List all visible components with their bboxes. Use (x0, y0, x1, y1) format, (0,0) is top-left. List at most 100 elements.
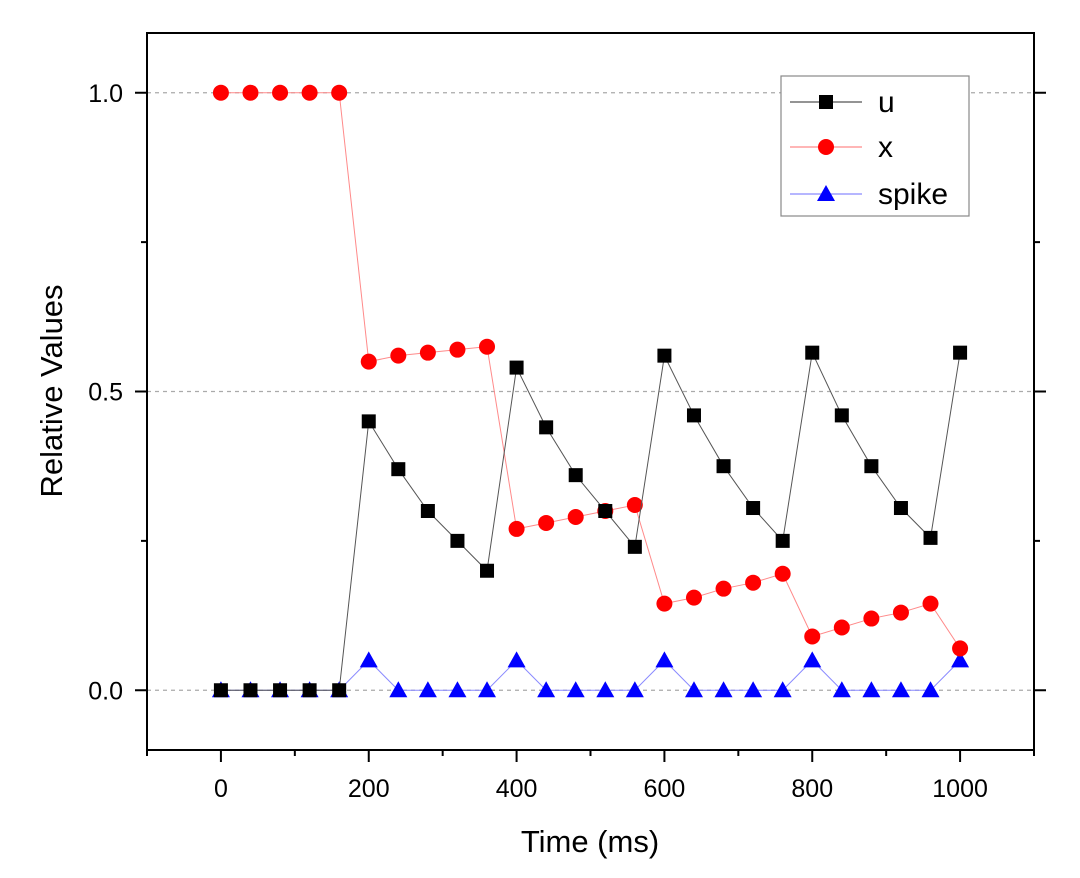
data-point-x (538, 514, 555, 531)
data-point-x (242, 84, 259, 101)
data-point-x (419, 344, 436, 361)
data-point-u (627, 539, 642, 554)
legend-marker-u (819, 95, 833, 109)
data-point-u (509, 360, 524, 375)
x-tick-label: 400 (496, 775, 538, 803)
data-point-spike (418, 681, 437, 698)
y-tick-label: 0.5 (88, 379, 123, 407)
data-point-x (331, 84, 348, 101)
y-tick-label: 0.0 (88, 677, 123, 705)
x-tick-label: 1000 (932, 775, 988, 803)
data-point-x (892, 604, 909, 621)
data-point-spike (921, 681, 940, 698)
data-point-spike (566, 681, 585, 698)
series-line-spike (220, 659, 961, 691)
data-point-u (539, 420, 554, 435)
data-point-u (243, 683, 258, 698)
data-point-u (686, 408, 701, 423)
x-tick-label: 200 (348, 775, 390, 803)
data-point-spike (448, 681, 467, 698)
data-point-x (774, 565, 791, 582)
data-point-x (360, 353, 377, 370)
legend-label-x: x (878, 131, 893, 164)
data-point-u (420, 504, 435, 518)
data-point-u (775, 533, 790, 548)
legend-marker-x (818, 139, 834, 155)
data-point-spike (389, 681, 408, 698)
data-point-spike (478, 681, 497, 698)
data-point-u (568, 468, 583, 483)
data-point-x (212, 84, 229, 101)
data-point-u (657, 348, 672, 363)
data-point-u (598, 504, 613, 518)
data-point-spike (655, 651, 674, 668)
data-point-spike (625, 681, 644, 698)
data-point-spike (803, 651, 822, 668)
x-tick-label: 600 (644, 775, 686, 803)
data-point-u (273, 683, 288, 698)
legend-label-u: u (878, 86, 895, 119)
data-point-spike (507, 651, 526, 668)
data-point-x (804, 628, 821, 645)
data-point-spike (773, 681, 792, 698)
data-point-spike (951, 651, 970, 668)
series-layer (211, 84, 970, 698)
data-point-x (863, 610, 880, 627)
data-point-spike (714, 681, 733, 698)
data-point-u (480, 563, 495, 578)
data-point-x (922, 595, 939, 612)
legend: ux spike (780, 75, 970, 217)
data-point-u (450, 533, 465, 548)
data-point-u (923, 530, 938, 545)
data-point-x (745, 574, 762, 591)
data-point-u (864, 459, 879, 474)
data-point-spike (744, 681, 763, 698)
data-point-x (390, 347, 407, 364)
legend-entry-u: u (790, 86, 895, 119)
data-point-spike (891, 681, 910, 698)
data-point-x (626, 497, 643, 514)
data-point-spike (832, 681, 851, 698)
data-point-x (656, 595, 673, 612)
data-point-x (715, 580, 732, 597)
legend-entry-x: x (790, 131, 893, 164)
x-tick-label: 0 (214, 775, 228, 803)
data-point-u (716, 459, 731, 474)
legend-marker-spike (817, 185, 835, 201)
data-point-u (361, 414, 376, 429)
series-x (212, 84, 969, 657)
data-point-x (508, 520, 525, 537)
legend-box (780, 75, 970, 217)
data-point-spike (862, 681, 881, 698)
data-point-u (805, 345, 820, 360)
data-point-u (834, 408, 849, 423)
data-point-u (302, 683, 317, 698)
data-point-x (685, 589, 702, 606)
data-point-u (953, 345, 968, 360)
data-point-spike (537, 681, 556, 698)
data-point-x (833, 619, 850, 636)
data-point-u (893, 501, 908, 516)
data-point-x (301, 84, 318, 101)
data-point-spike (359, 651, 378, 668)
series-u (213, 345, 968, 698)
data-point-spike (596, 681, 615, 698)
data-point-u (391, 462, 406, 477)
data-point-x (567, 508, 584, 525)
y-tick-label: 1.0 (88, 80, 123, 108)
data-point-spike (684, 681, 703, 698)
data-point-x (479, 338, 496, 355)
x-tick-label: 800 (791, 775, 833, 803)
data-point-u (213, 683, 228, 698)
data-point-u (746, 501, 761, 516)
legend-entry-spike: spike (790, 178, 948, 211)
data-point-x (449, 341, 466, 358)
data-point-u (332, 683, 347, 698)
series-line-u (220, 350, 961, 691)
x-axis-title: Time (ms) (521, 824, 659, 859)
y-axis-title: Relative Values (34, 284, 69, 497)
data-point-x (952, 640, 969, 657)
legend-label-spike: spike (878, 178, 948, 211)
axis-ticks: 0 200 400 600 800 1000 0.0 0.5 1.0 (88, 80, 1046, 803)
